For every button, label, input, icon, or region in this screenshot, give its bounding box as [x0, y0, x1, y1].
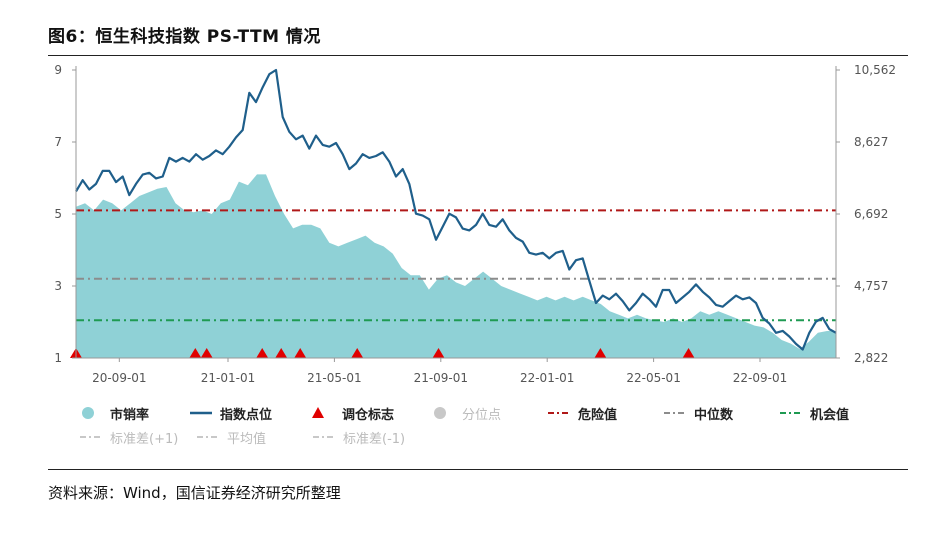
x-tick-label: 22-05-01 — [626, 371, 680, 385]
legend-item-index: 指数点位 — [190, 404, 312, 423]
legend-label-ps: 市销率 — [110, 407, 150, 423]
y-right-tick-label: 6,692 — [854, 207, 888, 221]
legend-row-1: 市销率 指数点位 调仓标志 分位点 危险值 中位数 机会值 — [80, 403, 880, 423]
y-right-tick-label: 8,627 — [854, 135, 888, 149]
legend-item-ps: 市销率 — [80, 404, 190, 423]
legend-label-danger: 危险值 — [578, 407, 618, 423]
legend-label-rebalance: 调仓标志 — [342, 407, 395, 423]
rebalance-marker — [432, 348, 445, 358]
legend-item-std-plus: 标准差(+1) — [80, 428, 197, 447]
y-left-tick-label: 5 — [54, 207, 62, 221]
rebalance-marker — [294, 348, 307, 358]
dash-dot-green-icon — [780, 407, 804, 419]
legend-label-opportunity: 机会值 — [810, 407, 850, 423]
line-swatch-icon — [190, 407, 214, 419]
plot-layer — [70, 68, 837, 358]
y-right-tick-label: 2,822 — [854, 351, 888, 365]
rebalance-marker — [200, 348, 213, 358]
source-note: 资料来源：Wind，国信证券经济研究所整理 — [48, 484, 341, 502]
index-line-series — [75, 68, 837, 351]
axes-layer: 1 3 5 7 9 2,822 4,757 6,692 8,627 10,562 20-09-01 2… — [54, 63, 896, 385]
legend-label-percentile: 分位点 — [462, 407, 502, 423]
chart-title: 图6：恒生科技指数 PS-TTM 情况 — [48, 27, 321, 47]
triangle-icon — [312, 407, 336, 419]
x-tick-label: 22-09-01 — [733, 371, 787, 385]
y-left-tick-label: 7 — [54, 135, 62, 149]
legend-item-mean: 平均值 — [197, 428, 313, 447]
legend-row-2: 标准差(+1) 平均值 标准差(-1) — [80, 427, 880, 447]
rebalance-marker — [682, 348, 695, 358]
dash-dot-light-icon — [197, 431, 221, 443]
legend-label-mean: 平均值 — [227, 431, 267, 447]
x-tick-label: 21-09-01 — [414, 371, 468, 385]
legend-item-percentile: 分位点 — [432, 404, 548, 423]
circle-icon — [432, 407, 456, 419]
legend: 市销率 指数点位 调仓标志 分位点 危险值 中位数 机会值 标准差 — [80, 403, 880, 451]
legend-label-median: 中位数 — [694, 407, 734, 423]
legend-label-std-minus: 标准差(-1) — [343, 431, 406, 447]
title-rule — [48, 55, 908, 56]
area-swatch-icon — [80, 407, 104, 419]
y-left-tick-label: 9 — [54, 63, 62, 77]
x-tick-label: 21-01-01 — [201, 371, 255, 385]
legend-item-danger: 危险值 — [548, 404, 664, 423]
legend-item-std-minus: 标准差(-1) — [313, 428, 453, 447]
ps-area-series — [76, 174, 836, 358]
y-left-tick-label: 3 — [54, 279, 62, 293]
y-right-tick-label: 10,562 — [854, 63, 896, 77]
legend-label-index: 指数点位 — [220, 407, 273, 423]
rebalance-marker — [351, 348, 364, 358]
legend-item-opportunity: 机会值 — [780, 404, 870, 423]
legend-label-std-plus: 标准差(+1) — [110, 431, 179, 447]
rebalance-marker — [594, 348, 607, 358]
footer-rule — [48, 469, 908, 470]
rebalance-marker — [256, 348, 269, 358]
dash-dot-light-icon — [313, 431, 337, 443]
y-left-tick-label: 1 — [54, 351, 62, 365]
dash-dot-gray-icon — [664, 407, 688, 419]
rebalance-marker — [189, 348, 202, 358]
dash-dot-red-icon — [548, 407, 572, 419]
x-tick-label: 21-05-01 — [307, 371, 361, 385]
dash-dot-light-icon — [80, 431, 104, 443]
legend-item-median: 中位数 — [664, 404, 780, 423]
legend-item-rebalance: 调仓标志 — [312, 404, 432, 423]
y-right-tick-label: 4,757 — [854, 279, 888, 293]
x-tick-label: 20-09-01 — [92, 371, 146, 385]
rebalance-marker — [275, 348, 288, 358]
x-tick-label: 22-01-01 — [520, 371, 574, 385]
